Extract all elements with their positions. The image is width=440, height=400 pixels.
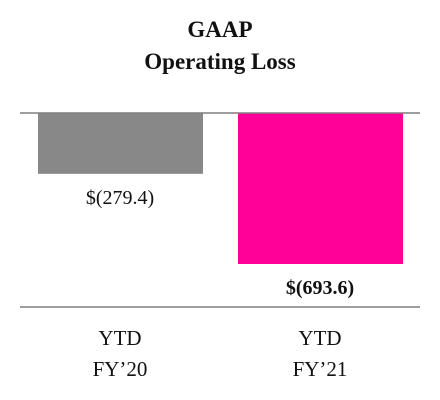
- category-label-2-line-1: YTD: [298, 326, 341, 350]
- chart-title: GAAP: [187, 17, 253, 42]
- bar-1: [38, 113, 203, 174]
- category-label-1-line-1: YTD: [98, 326, 141, 350]
- bar-2: [238, 113, 403, 264]
- category-label-2-line-2: FY’21: [293, 357, 348, 381]
- data-label-1: $(279.4): [86, 187, 154, 209]
- chart-title-block: GAAP Operating Loss: [0, 14, 440, 78]
- chart-subtitle: Operating Loss: [144, 49, 296, 74]
- category-label-1-line-2: FY’20: [93, 357, 148, 381]
- data-label-2: $(693.6): [286, 277, 354, 299]
